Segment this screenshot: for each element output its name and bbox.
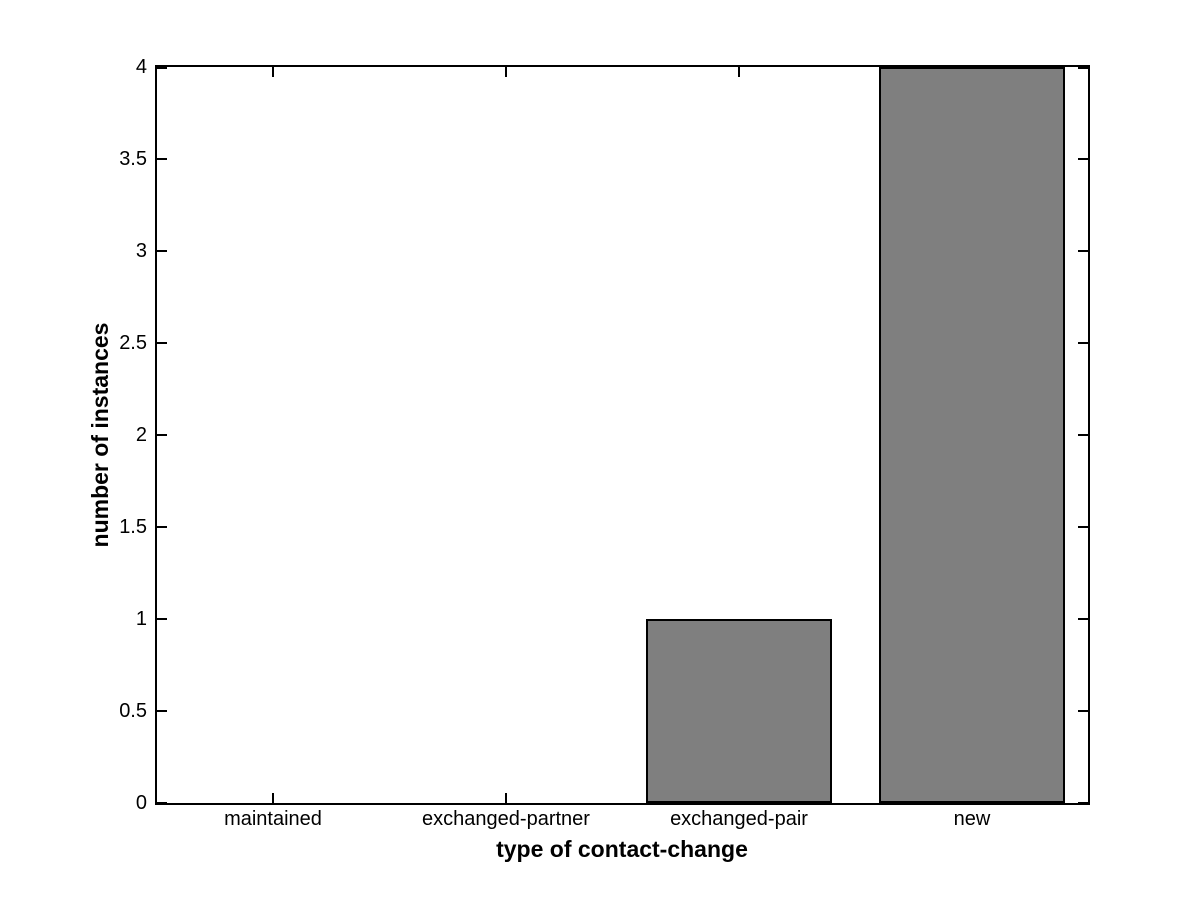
y-tick-mark-right: [1078, 526, 1088, 528]
x-tick-mark: [272, 793, 274, 803]
x-tick-label: new: [953, 808, 991, 830]
y-tick-label: 4: [135, 56, 147, 78]
x-tick-mark-top: [738, 67, 740, 77]
y-tick-mark: [157, 526, 167, 528]
plot-area: [155, 65, 1090, 805]
y-tick-mark-right: [1078, 158, 1088, 160]
y-tick-mark-right: [1078, 802, 1088, 804]
x-tick-label: exchanged-partner: [422, 808, 590, 830]
x-tick-label: exchanged-pair: [670, 808, 808, 830]
y-tick-label: 3.5: [119, 148, 147, 170]
y-tick-label: 2.5: [119, 332, 147, 354]
y-tick-label: 2: [135, 424, 147, 446]
x-axis-title: type of contact-change: [496, 836, 748, 862]
y-tick-label: 0.5: [119, 700, 147, 722]
y-axis-title: number of instances: [87, 322, 113, 548]
x-tick-mark-top: [505, 67, 507, 77]
y-tick-mark: [157, 67, 167, 69]
y-tick-label: 1: [135, 608, 147, 630]
y-tick-mark-right: [1078, 434, 1088, 436]
y-tick-mark-right: [1078, 618, 1088, 620]
y-tick-mark: [157, 618, 167, 620]
bar-new: [879, 67, 1065, 803]
y-tick-mark: [157, 250, 167, 252]
x-tick-mark: [505, 793, 507, 803]
y-tick-mark-right: [1078, 710, 1088, 712]
y-tick-mark-right: [1078, 250, 1088, 252]
y-tick-label: 3: [135, 240, 147, 262]
x-tick-label: maintained: [224, 808, 322, 830]
y-tick-mark: [157, 710, 167, 712]
bars-layer: [157, 67, 1088, 803]
y-tick-mark: [157, 434, 167, 436]
y-tick-mark: [157, 342, 167, 344]
x-tick-mark-top: [272, 67, 274, 77]
y-tick-mark: [157, 158, 167, 160]
y-tick-mark-right: [1078, 67, 1088, 69]
y-tick-mark-right: [1078, 342, 1088, 344]
y-tick-label: 1.5: [119, 516, 147, 538]
y-tick-mark: [157, 802, 167, 804]
y-tick-label: 0: [135, 792, 147, 814]
bar-exchanged-pair: [646, 619, 832, 803]
